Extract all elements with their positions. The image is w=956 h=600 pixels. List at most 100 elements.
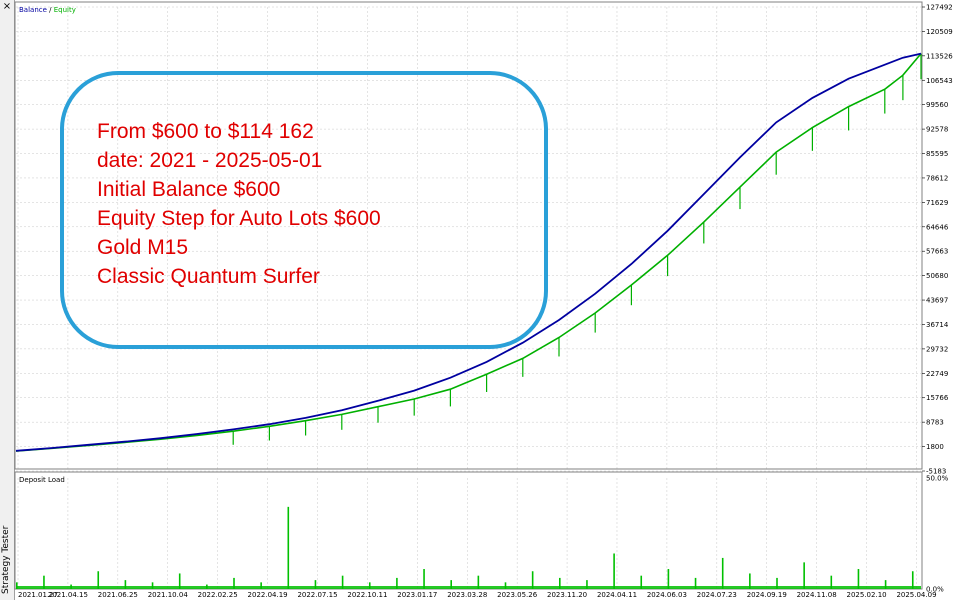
load-y-axis: 50.0% 0.0% <box>926 475 949 594</box>
deposit-load-bar <box>341 575 344 589</box>
close-icon[interactable]: × <box>2 1 12 12</box>
y-tick-label: 36714 <box>926 321 949 329</box>
deposit-load-frame <box>14 471 923 590</box>
x-tick-label: 2021.10.04 <box>148 591 189 599</box>
y-tick-label: 29732 <box>926 345 948 353</box>
y-tick-label: 15766 <box>926 394 949 402</box>
y-tick-label: 85595 <box>926 150 948 158</box>
main-y-axis: 127492 120509 113526 106543 99560 92578 85595 7… <box>922 4 953 476</box>
annotation-line: Gold M15 <box>97 236 189 259</box>
deposit-load-bar <box>314 580 317 589</box>
deposit-load-bar <box>531 571 534 589</box>
balance-series <box>15 52 922 452</box>
deposit-load-bar <box>749 573 751 589</box>
deposit-load-bar <box>396 577 398 589</box>
y-tick-label: 99560 <box>926 101 948 109</box>
y-tick-label: -5183 <box>926 468 946 476</box>
annotation-line: Equity Step for Auto Lots $600 <box>97 207 381 230</box>
series-line-balance <box>15 52 922 452</box>
deposit-load-bar <box>667 569 670 589</box>
y-tick-label: 92578 <box>926 126 948 134</box>
deposit-load-bar <box>559 577 561 589</box>
deposit-load-bar <box>450 580 452 589</box>
deposit-load-bar <box>721 557 724 589</box>
deposit-load-bar <box>368 582 371 589</box>
x-tick-label: 2023.11.20 <box>547 591 587 599</box>
deposit-load-baseline <box>16 586 921 589</box>
deposit-load-bar <box>776 577 778 589</box>
x-tick-label: 2022.02.25 <box>198 591 238 599</box>
x-tick-label: 2024.07.23 <box>697 591 737 599</box>
x-tick-label: 2024.11.08 <box>797 591 837 599</box>
y-tick-label: 113526 <box>926 52 953 60</box>
legend-balance: Balance <box>19 6 47 14</box>
x-tick-label: 2021.01.27 <box>18 591 58 599</box>
deposit-load-bar <box>640 575 643 589</box>
deposit-load-bar <box>423 569 425 589</box>
x-tick-label: 2025.04.09 <box>896 591 936 599</box>
main-chart-frame <box>14 1 923 470</box>
x-tick-label: 2022.07.15 <box>297 591 337 599</box>
x-tick-label: 2023.05.26 <box>497 591 538 599</box>
main-chart-grid <box>16 6 921 472</box>
y-tick-label: 127492 <box>926 4 953 12</box>
x-tick-label: 2022.04.19 <box>248 591 288 599</box>
deposit-load-bar <box>830 575 833 589</box>
x-tick-label: 2025.02.10 <box>847 591 887 599</box>
y-tick-label: 1800 <box>926 443 944 451</box>
equity-series <box>15 53 922 452</box>
y-tick-label: 8783 <box>926 419 944 427</box>
deposit-load-bar <box>178 573 181 589</box>
x-tick-label: 2023.03.28 <box>447 591 487 599</box>
annotation-text: From $600 to $114 162 date: 2021 - 2025-… <box>97 117 381 291</box>
load-y-tick-label: 50.0% <box>926 475 949 483</box>
deposit-load-bar <box>233 577 235 589</box>
deposit-load-bar <box>694 577 697 589</box>
deposit-load-bar <box>477 575 480 589</box>
x-tick-label: 2024.09.19 <box>747 591 787 599</box>
y-tick-label: 43697 <box>926 297 948 305</box>
deposit-load-bar <box>16 582 18 589</box>
annotation-line: date: 2021 - 2025-05-01 <box>97 149 323 172</box>
deposit-load-bar <box>124 580 127 589</box>
deposit-load-bar <box>97 571 100 589</box>
load-y-tick-label: 0.0% <box>926 586 944 594</box>
deposit-load-bar <box>586 580 588 589</box>
deposit-load-bar <box>260 582 262 589</box>
annotation-line: Initial Balance $600 <box>97 178 281 201</box>
deposit-load-bar <box>43 575 45 589</box>
y-tick-label: 71629 <box>926 199 948 207</box>
deposit-load-title: Deposit Load <box>19 476 65 484</box>
deposit-load-bar <box>504 582 507 589</box>
chart-legend: Balance / Equity <box>19 6 76 14</box>
x-tick-label: 2022.10.11 <box>347 591 387 599</box>
y-tick-label: 64646 <box>926 223 949 231</box>
x-tick-label: 2021.04.15 <box>48 591 88 599</box>
x-tick-label: 2021.06.25 <box>98 591 138 599</box>
x-tick-label: 2023.01.17 <box>397 591 437 599</box>
legend-separator: / <box>47 6 54 14</box>
y-tick-label: 50680 <box>926 272 948 280</box>
deposit-load-bar <box>613 553 615 589</box>
y-tick-label: 78612 <box>926 174 948 182</box>
deposit-load-bar <box>857 569 860 589</box>
annotation-line: Classic Quantum Surfer <box>97 265 320 288</box>
deposit-load-bar <box>151 582 154 589</box>
deposit-load-bar <box>287 506 290 589</box>
y-tick-label: 57663 <box>926 248 948 256</box>
deposit-load-bar <box>884 580 887 589</box>
deposit-load-bars <box>16 506 921 589</box>
deposit-load-bar <box>911 571 914 589</box>
deposit-load-grid <box>17 478 917 589</box>
y-tick-label: 22749 <box>926 370 948 378</box>
y-tick-label: 120509 <box>926 28 953 36</box>
deposit-load-bar <box>803 562 805 589</box>
legend-equity: Equity <box>54 6 76 14</box>
y-tick-label: 106543 <box>926 77 953 85</box>
annotation-box <box>60 71 548 349</box>
x-tick-label: 2024.06.03 <box>647 591 687 599</box>
x-tick-label: 2024.04.11 <box>597 591 637 599</box>
annotation-line: From $600 to $114 162 <box>97 120 314 143</box>
